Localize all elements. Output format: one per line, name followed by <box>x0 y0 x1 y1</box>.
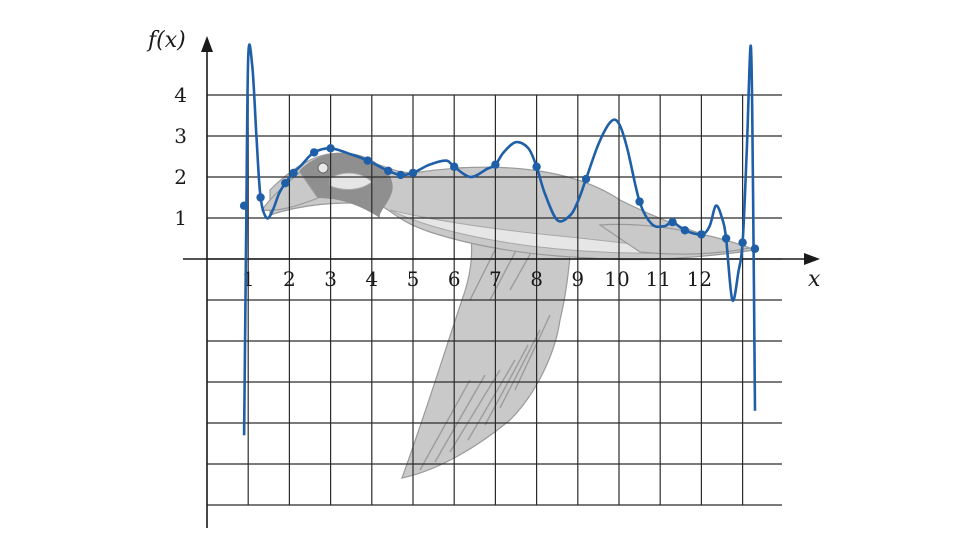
data-point <box>408 168 418 178</box>
x-tick-label: 8 <box>530 267 543 291</box>
x-tick-label: 3 <box>324 267 337 291</box>
data-point <box>491 160 500 169</box>
x-tick-label: 10 <box>604 267 629 291</box>
data-point <box>396 170 405 180</box>
x-tick-label: 4 <box>365 267 378 291</box>
x-tick-label: 7 <box>489 267 502 291</box>
data-point <box>239 201 249 210</box>
data-point <box>668 217 677 227</box>
data-point <box>289 168 298 178</box>
axes <box>183 36 820 528</box>
x-axis-arrow <box>804 253 820 265</box>
data-point <box>281 178 290 188</box>
data-point <box>384 166 393 176</box>
y-tick-label: 1 <box>174 206 187 230</box>
x-tick-label: 9 <box>571 267 584 291</box>
x-tick-label: 12 <box>687 267 712 291</box>
goose-illustration <box>260 152 756 479</box>
y-axis-arrow <box>201 36 213 52</box>
data-point <box>326 144 335 153</box>
data-point <box>450 162 459 171</box>
data-point <box>680 226 690 235</box>
x-axis-label: x <box>808 267 821 292</box>
interpolation-points <box>239 144 760 253</box>
y-tick-label: 2 <box>174 165 187 189</box>
data-point <box>256 193 265 202</box>
polynomial-curve <box>242 43 757 436</box>
data-point <box>750 244 760 253</box>
y-axis-label: f(x) <box>146 28 186 53</box>
data-point <box>635 197 644 206</box>
y-tick-label: 4 <box>174 83 187 107</box>
data-point <box>363 156 372 165</box>
x-tick-label: 1 <box>242 267 255 291</box>
interpolating-polynomial <box>242 43 757 436</box>
data-point <box>721 234 731 243</box>
x-tick-label: 11 <box>645 267 670 291</box>
grid <box>207 94 782 506</box>
x-tick-label: 6 <box>448 267 461 291</box>
data-point <box>532 162 541 171</box>
y-tick-label: 3 <box>174 124 187 148</box>
data-point <box>738 238 747 247</box>
x-tick-label: 5 <box>407 267 420 291</box>
data-point <box>581 174 591 184</box>
data-point <box>697 230 706 239</box>
data-point <box>309 148 319 157</box>
x-tick-label: 2 <box>283 267 296 291</box>
